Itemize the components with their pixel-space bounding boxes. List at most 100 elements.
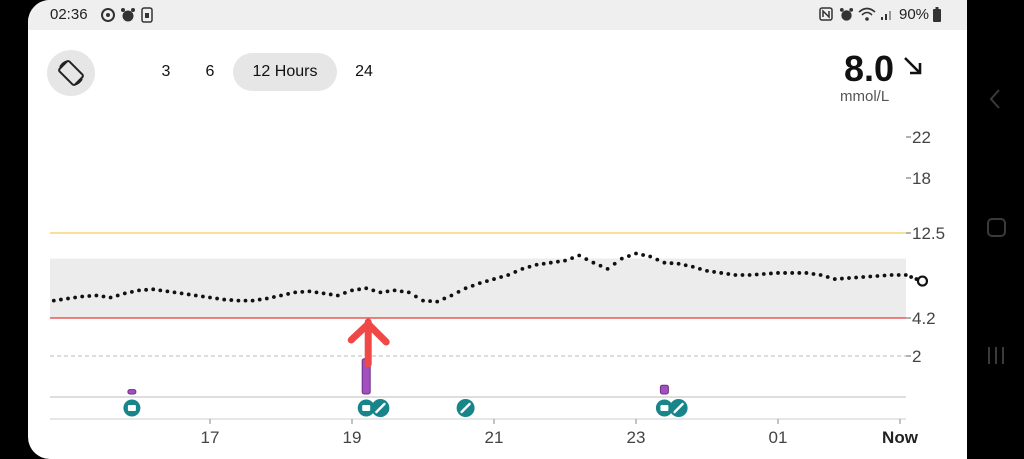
glucose-point [172,290,177,295]
glucose-point [584,257,589,262]
glucose-point [201,294,205,299]
recent-apps-icon[interactable] [988,347,1004,364]
y-tick-label: 12.5 [912,224,945,243]
glucose-point [399,289,404,294]
nfc-icon [819,7,833,24]
range-6[interactable]: 6 [205,63,215,80]
glucose-point [648,254,653,259]
glucose-point [761,272,766,276]
glucose-point [776,271,780,275]
glucose-point [903,273,908,277]
battery-percent: 90% [899,6,930,23]
status-bar: 02:36 90% [28,0,967,30]
glucose-point [243,298,248,303]
glucose-point [477,281,482,286]
glucose-point [527,264,532,269]
glucose-point [80,294,85,299]
glucose-point [179,291,184,296]
glucose-point [534,262,539,267]
glucose-point [406,290,411,295]
x-tick-label: 01 [769,428,788,447]
glucose-point [314,290,319,295]
glucose-point [449,293,454,298]
glucose-point [861,275,866,279]
glucose-point [279,293,283,298]
glucose-point [896,273,901,277]
glucose-point [698,266,702,271]
glucose-point [66,296,70,301]
status-time: 02:36 [50,6,88,23]
glucose-point [250,298,255,303]
glucose-chart: 22 18 12.5 4.2 2 17 19 21 23 01 Now [50,128,945,447]
y-tick-label: 18 [912,169,931,188]
glucose-point [87,294,92,298]
range-24[interactable]: 24 [355,63,373,80]
range-12-hours[interactable]: 12 Hours [233,53,337,91]
meal-icon-glyph [362,405,371,411]
glucose-point [591,260,596,265]
y-tick-label: 4.2 [912,309,936,328]
glucose-point [257,297,262,302]
glucose-point [797,271,802,275]
glucose-point [520,266,525,271]
glucose-point [641,253,645,257]
glucose-point [662,260,667,265]
glucose-point [421,298,425,303]
glucose-point [300,289,305,294]
glucose-point [882,273,887,278]
glucose-point [59,297,63,302]
back-icon[interactable] [989,89,1000,109]
glucose-point [137,288,141,293]
glucose-point [158,288,163,293]
glucose-point [804,271,809,275]
glucose-point [378,290,383,295]
glucose-point [208,295,212,300]
glucose-point [307,289,312,294]
glucose-point [371,288,376,293]
glucose-point [463,286,468,291]
glucose-point [818,273,823,277]
glucose-point [669,261,674,266]
glucose-point [811,272,816,276]
glucose-point [456,289,461,294]
glucose-point [619,256,624,261]
glucose-point [563,258,567,263]
glucose-point [712,270,716,274]
glucose-point [570,256,574,260]
glucose-point [889,273,894,277]
home-icon[interactable] [987,218,1006,237]
latest-reading-marker [916,275,929,287]
pen-icon-glyph [673,402,684,414]
glucose-point [577,253,582,258]
glucose-point [264,296,269,301]
glucose-point [705,268,709,273]
navigation-bar [987,89,1006,364]
glucose-point [272,295,276,299]
pen-icon-glyph [460,402,471,414]
glucose-point [556,259,560,264]
glucose-point [605,266,610,271]
glucose-point [328,292,333,297]
glucose-point [541,261,546,266]
glucose-point [392,288,397,293]
glucose-point [499,275,503,279]
glucose-point [165,289,170,294]
glucose-point [101,294,106,299]
glucose-point [186,292,191,297]
glucose-point [769,271,773,276]
glucose-point [719,271,724,275]
glucose-point [51,298,56,303]
glucose-point [222,297,227,302]
wifi-icon [858,7,876,25]
glucose-point [193,293,198,298]
pen-icon-glyph [375,402,386,414]
carb-bar [659,384,669,395]
glucose-point [783,271,787,275]
range-3[interactable]: 3 [161,63,171,80]
glucose-point [485,279,489,284]
rotate-button[interactable] [47,50,95,96]
glucose-point [115,293,120,298]
glucose-point [335,293,340,298]
signal-icon [880,7,894,24]
x-tick-label: Now [882,428,919,447]
